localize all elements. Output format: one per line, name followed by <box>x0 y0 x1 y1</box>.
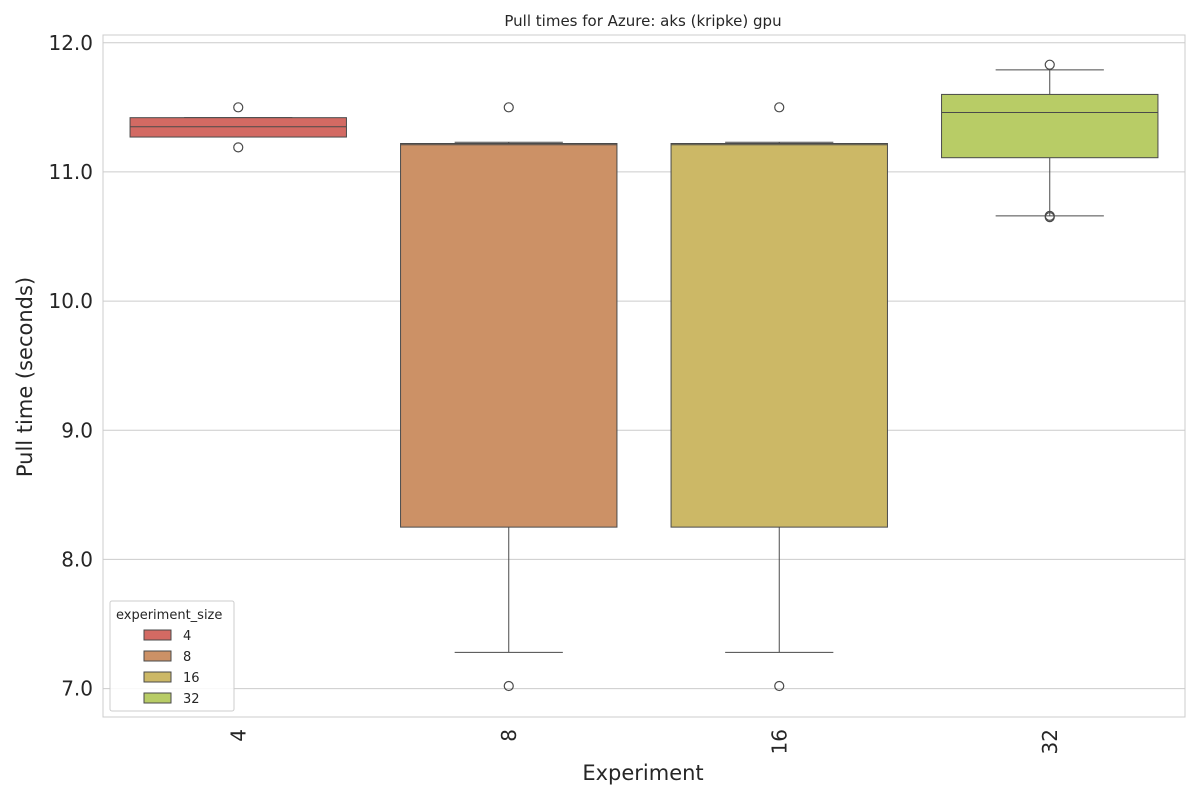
x-tick-labels: 4 8 16 32 <box>226 729 1062 754</box>
legend-item-8: 8 <box>143 650 191 665</box>
box-layer <box>129 59 1159 692</box>
legend-swatch <box>143 671 172 683</box>
y-tick-label: 11.0 <box>48 160 93 184</box>
y-tick-label: 12.0 <box>48 31 93 55</box>
box-group-4 <box>129 102 347 153</box>
outlier-point <box>774 680 785 692</box>
x-tick-label: 16 <box>767 729 791 754</box>
box <box>129 117 347 138</box>
box <box>400 143 618 528</box>
y-tick-label: 7.0 <box>61 677 93 701</box>
legend-label: 4 <box>183 629 191 644</box>
y-tick-label: 10.0 <box>48 289 93 313</box>
x-tick-label: 32 <box>1038 729 1062 754</box>
outlier-point <box>774 102 785 113</box>
box-group-8 <box>400 102 618 692</box>
box <box>670 143 888 528</box>
legend: experiment_size 4 8 16 32 <box>109 600 235 712</box>
box <box>941 93 1159 159</box>
x-tick-label: 4 <box>226 729 250 742</box>
y-tick-label: 9.0 <box>61 418 93 442</box>
x-tick-label: 8 <box>497 729 521 742</box>
legend-swatch <box>143 629 172 641</box>
plot-frame <box>102 34 1186 718</box>
legend-swatch <box>143 650 172 662</box>
y-tick-labels: 7.0 8.0 9.0 10.0 11.0 12.0 <box>48 31 93 701</box>
chart-title: Pull times for Azure: aks (kripke) gpu <box>504 12 781 30</box>
grid-lines <box>103 42 1185 690</box>
legend-swatch <box>143 692 172 704</box>
legend-frame <box>109 600 235 712</box>
legend-label: 32 <box>183 692 200 707</box>
outlier-point <box>503 680 514 692</box>
box-group-16 <box>670 102 888 692</box>
y-tick-label: 8.0 <box>61 547 93 571</box>
outlier-point <box>233 102 244 113</box>
legend-item-4: 4 <box>143 629 191 644</box>
legend-item-16: 16 <box>143 671 200 686</box>
outlier-point <box>233 142 244 153</box>
outlier-point <box>503 102 514 113</box>
outlier-point <box>1044 210 1055 221</box>
outlier-point <box>1044 59 1055 70</box>
legend-title: experiment_size <box>116 608 222 623</box>
box-group-32 <box>941 59 1159 223</box>
legend-label: 8 <box>183 650 191 665</box>
legend-item-32: 32 <box>143 692 200 707</box>
legend-label: 16 <box>183 671 200 686</box>
y-axis-title: Pull time (seconds) <box>13 277 37 477</box>
x-axis-title: Experiment <box>582 761 703 785</box>
